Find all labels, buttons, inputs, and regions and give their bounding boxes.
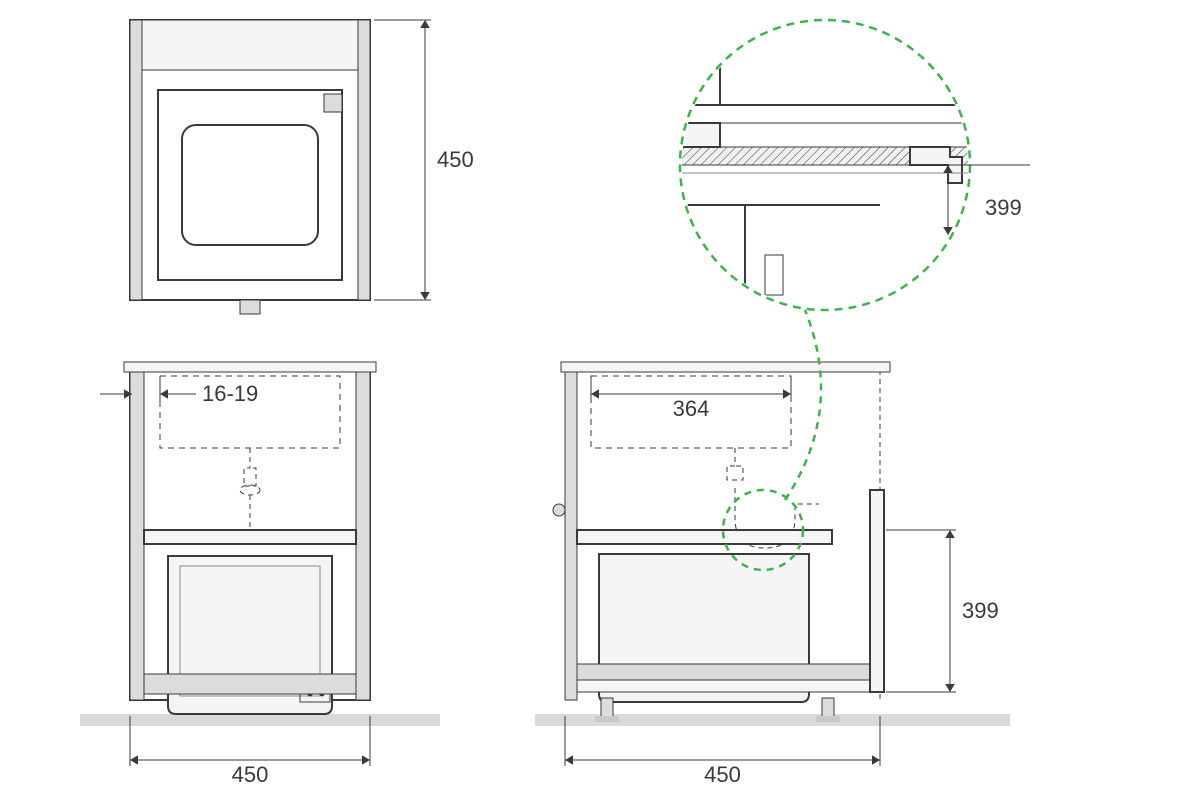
detail-view: 399	[680, 20, 1030, 310]
dim-label: 450	[704, 762, 741, 787]
side-view: 364 399 450	[535, 310, 1010, 787]
front-view: 16-19 450	[80, 362, 440, 787]
dim-label: 16-19	[202, 381, 258, 406]
callout-leader	[785, 310, 821, 500]
top-view: 450	[130, 20, 474, 314]
dim-label: 450	[232, 762, 269, 787]
dim-label: 399	[962, 598, 999, 623]
dim-label: 364	[673, 396, 710, 421]
dim-label: 399	[985, 195, 1022, 220]
dim-label: 450	[437, 147, 474, 172]
